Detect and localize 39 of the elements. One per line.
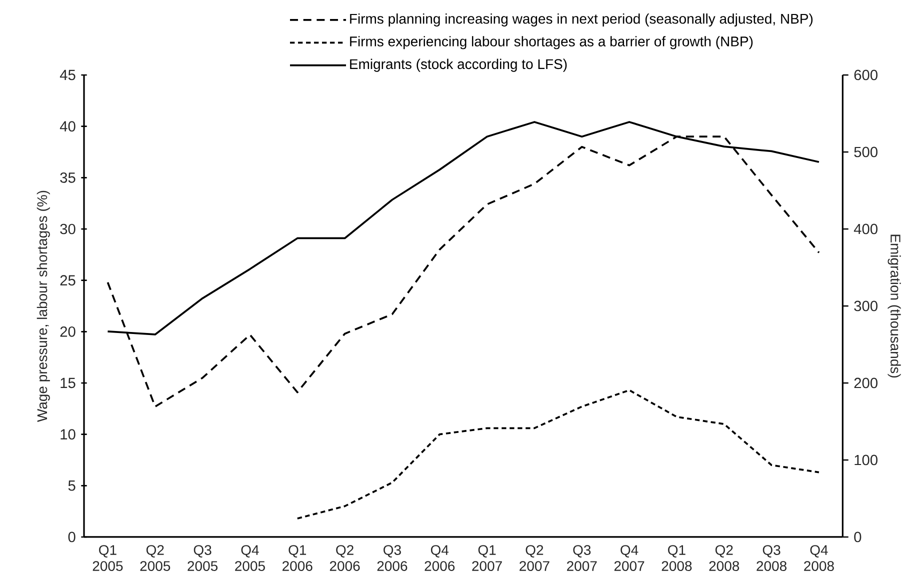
- y-tick-label: 15: [60, 378, 76, 388]
- x-tick-label: Q2 2008: [709, 545, 740, 571]
- y-tick-label: 20: [60, 326, 76, 337]
- x-tick-label: Q3 2006: [377, 545, 408, 571]
- y2-tick-label: 600: [854, 70, 878, 80]
- x-tick-label: Q3 2007: [567, 545, 597, 571]
- y2-tick-label: 400: [854, 224, 878, 234]
- x-tick-label: Q4 2008: [804, 545, 834, 571]
- x-tick-label: Q3 2005: [188, 545, 218, 571]
- y2-tick-label: 500: [854, 146, 878, 158]
- y-tick-label: 0: [68, 532, 76, 542]
- y-tick-label: 25: [60, 275, 76, 286]
- x-tick-label: Q2 2006: [330, 545, 360, 571]
- y-tick-label: 30: [60, 224, 76, 234]
- legend-label: Firms experiencing labour shortages as a barrier of growth (NBP): [350, 36, 753, 50]
- y2-axis-title: Emigration (thousands): [888, 234, 901, 378]
- x-tick-label: Q1 2007: [472, 545, 502, 571]
- x-tick-label: Q4 2006: [424, 545, 455, 571]
- x-tick-label: Q2 2007: [520, 545, 550, 571]
- y-axis-title: Wage pressure, labour shortages (%): [36, 190, 50, 422]
- y-tick-label: 45: [60, 70, 76, 80]
- x-tick-label: Q2 2005: [140, 545, 170, 571]
- y2-tick-label: 100: [854, 454, 878, 466]
- y-tick-label: 40: [60, 121, 76, 132]
- x-tick-label: Q1 2005: [92, 545, 123, 571]
- legend-label: Emigrants (stock according to LFS): [350, 58, 567, 72]
- line-series: [296, 389, 820, 520]
- y2-tick-label: 300: [854, 300, 878, 312]
- x-tick-label: Q4 2005: [235, 545, 265, 571]
- y-tick-label: 35: [60, 172, 76, 183]
- x-tick-label: Q4 2007: [614, 545, 644, 571]
- y-tick-label: 5: [68, 480, 76, 491]
- y-tick-label: 10: [60, 429, 76, 440]
- legend-label: Firms planning increasing wages in next period (seasonally adjusted, NBP): [350, 13, 813, 27]
- x-tick-label: Q1 2006: [282, 545, 312, 571]
- x-tick-label: Q3 2008: [756, 545, 786, 571]
- y2-tick-label: 200: [854, 378, 878, 388]
- y2-tick-label: 0: [854, 532, 862, 542]
- x-tick-label: Q1 2008: [662, 545, 692, 571]
